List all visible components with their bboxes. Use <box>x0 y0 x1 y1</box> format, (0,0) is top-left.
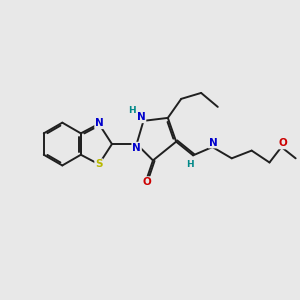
Text: N: N <box>208 138 217 148</box>
Text: N: N <box>132 142 141 153</box>
Text: O: O <box>278 139 287 148</box>
Text: H: H <box>128 106 135 115</box>
Text: H: H <box>186 160 194 169</box>
Text: S: S <box>95 159 103 169</box>
Text: N: N <box>137 112 146 122</box>
Text: N: N <box>95 118 104 128</box>
Text: O: O <box>142 177 151 187</box>
